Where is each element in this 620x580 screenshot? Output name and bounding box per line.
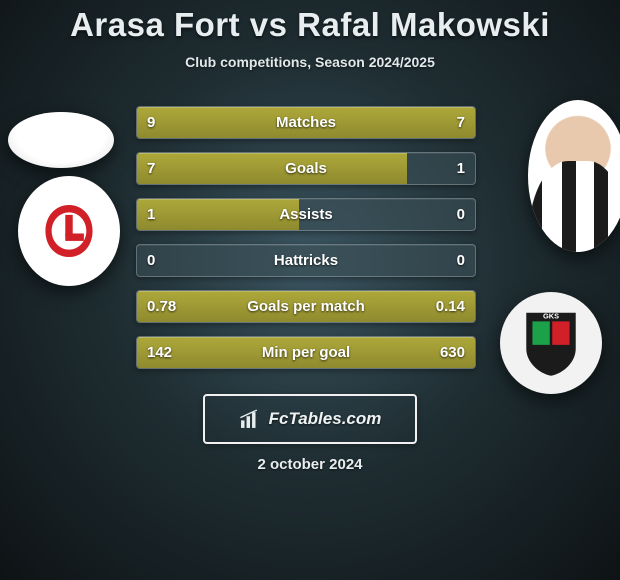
- stat-label: Goals: [285, 160, 327, 177]
- stat-row-goals: 7 Goals 1: [136, 152, 476, 185]
- club-left-crest: [18, 176, 120, 286]
- club-right-crest: GKS: [500, 292, 602, 394]
- svg-text:GKS: GKS: [543, 311, 559, 320]
- stat-left-value: 142: [147, 344, 172, 361]
- brand-text: FcTables.com: [269, 409, 382, 429]
- stat-row-hattricks: 0 Hattricks 0: [136, 244, 476, 277]
- stat-label: Matches: [276, 114, 336, 131]
- stats-bars: 9 Matches 7 7 Goals 1 1 Assists 0 0 Hatt…: [136, 106, 476, 369]
- stat-row-min-per-goal: 142 Min per goal 630: [136, 336, 476, 369]
- stat-label: Assists: [279, 206, 332, 223]
- content-root: Arasa Fort vs Rafal Makowski Club compet…: [0, 0, 620, 406]
- stat-fill: [137, 199, 299, 230]
- gks-crest-icon: GKS: [520, 309, 582, 377]
- stat-row-matches: 9 Matches 7: [136, 106, 476, 139]
- stat-fill: [137, 153, 407, 184]
- stat-right-value: 0: [457, 252, 465, 269]
- comparison-stage: GKS 9 Matches 7 7 Goals 1 1 Assists 0: [0, 106, 620, 406]
- stat-label: Goals per match: [247, 298, 365, 315]
- stat-left-value: 7: [147, 160, 155, 177]
- stat-right-value: 7: [457, 114, 465, 131]
- stat-left-value: 0.78: [147, 298, 176, 315]
- lks-crest-icon: [38, 200, 100, 262]
- brand-logo-icon: [239, 408, 261, 430]
- footer-date: 2 october 2024: [257, 456, 362, 473]
- stat-right-value: 1: [457, 160, 465, 177]
- stat-row-assists: 1 Assists 0: [136, 198, 476, 231]
- brand-link[interactable]: FcTables.com: [203, 394, 417, 444]
- stat-right-value: 0: [457, 206, 465, 223]
- page-subtitle: Club competitions, Season 2024/2025: [185, 54, 435, 70]
- stat-right-value: 0.14: [436, 298, 465, 315]
- stat-left-value: 9: [147, 114, 155, 131]
- stat-label: Min per goal: [262, 344, 350, 361]
- stat-left-value: 0: [147, 252, 155, 269]
- stat-row-goals-per-match: 0.78 Goals per match 0.14: [136, 290, 476, 323]
- stat-label: Hattricks: [274, 252, 338, 269]
- stat-right-value: 630: [440, 344, 465, 361]
- player-left-photo: [8, 112, 114, 168]
- player-right-jersey: [528, 161, 620, 252]
- player-right-photo: [528, 100, 620, 252]
- stat-left-value: 1: [147, 206, 155, 223]
- page-title: Arasa Fort vs Rafal Makowski: [70, 6, 550, 44]
